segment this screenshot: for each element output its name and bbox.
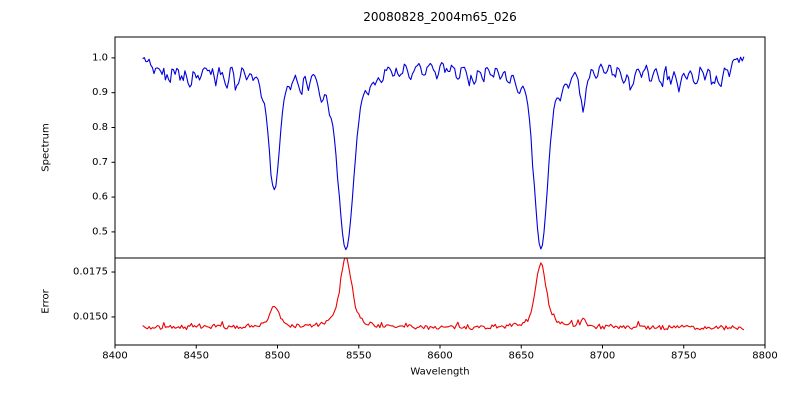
y-tick-label-spectrum: 0.7 — [92, 157, 108, 168]
x-tick-label: 8450 — [184, 350, 209, 361]
y-tick-label-spectrum: 0.9 — [92, 87, 108, 98]
y-tick-label-spectrum: 1.0 — [92, 52, 108, 63]
error-axes-box — [114, 257, 766, 346]
y-tick-label-error: 0.0175 — [73, 267, 108, 278]
y-axis-label-error: Error — [41, 288, 52, 313]
x-tick-label: 8750 — [671, 350, 696, 361]
x-tick-label: 8650 — [509, 350, 534, 361]
y-tick-label-spectrum: 0.6 — [92, 192, 108, 203]
y-tick-label-spectrum: 0.5 — [92, 226, 108, 237]
x-tick-label: 8700 — [590, 350, 615, 361]
plot-title: 20080828_2004m65_026 — [363, 10, 517, 24]
x-tick-label: 8550 — [346, 350, 371, 361]
x-axis-label: Wavelength — [410, 366, 469, 377]
y-tick-label-error: 0.0150 — [73, 311, 108, 322]
spectrum-line — [142, 56, 745, 251]
x-tick-label: 8400 — [102, 350, 127, 361]
x-tick-label: 8500 — [265, 350, 290, 361]
error-line — [142, 258, 745, 331]
x-tick-label: 8800 — [752, 350, 777, 361]
y-tick-label-spectrum: 0.8 — [92, 122, 108, 133]
x-tick-label: 8600 — [427, 350, 452, 361]
y-axis-label-spectrum: Spectrum — [41, 123, 52, 171]
